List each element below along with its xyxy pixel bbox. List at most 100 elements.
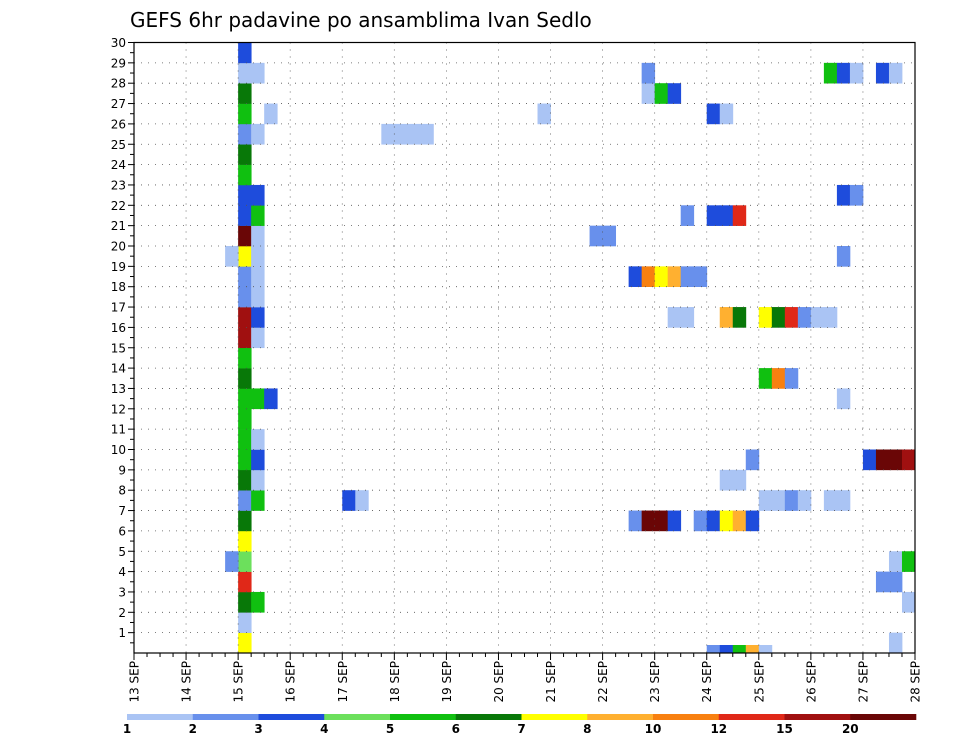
heatmap-cell bbox=[238, 286, 252, 308]
heatmap-cell bbox=[251, 388, 265, 410]
heatmap-cell bbox=[251, 205, 265, 226]
heatmap-cell bbox=[823, 490, 838, 511]
y-tick-label: 1 bbox=[118, 626, 126, 640]
y-tick-label: 22 bbox=[111, 199, 126, 213]
heatmap-cell bbox=[238, 632, 252, 654]
heatmap-cell bbox=[537, 103, 551, 125]
heatmap-cell bbox=[654, 83, 669, 104]
heatmap-cell bbox=[901, 591, 916, 613]
x-tick-label: 16 SEP bbox=[284, 661, 298, 703]
heatmap-cell bbox=[719, 205, 734, 226]
y-tick-label: 12 bbox=[111, 402, 126, 416]
heatmap-cell bbox=[849, 62, 864, 84]
heatmap-cell bbox=[667, 510, 682, 532]
y-tick-label: 10 bbox=[111, 443, 126, 457]
legend-label: 10 bbox=[645, 722, 662, 736]
heatmap-cell bbox=[238, 469, 252, 491]
heatmap-cell bbox=[251, 62, 265, 84]
heatmap-cell bbox=[394, 123, 408, 145]
heatmap-cell bbox=[875, 449, 890, 471]
heatmap-cell bbox=[251, 429, 265, 450]
x-tick-label: 24 SEP bbox=[700, 661, 714, 703]
heatmap-cell bbox=[875, 62, 890, 84]
heatmap-cell bbox=[732, 510, 747, 532]
heatmap-cell bbox=[238, 551, 252, 572]
legend-label: 12 bbox=[710, 722, 727, 736]
x-tick-label: 13 SEP bbox=[128, 661, 142, 703]
y-tick-label: 15 bbox=[111, 341, 126, 355]
y-tick-label: 5 bbox=[118, 545, 126, 559]
heatmap-cell bbox=[628, 266, 643, 287]
heatmap-cell bbox=[797, 307, 812, 328]
y-tick-label: 4 bbox=[118, 565, 126, 579]
x-tick-label: 27 SEP bbox=[856, 661, 870, 703]
y-tick-label: 13 bbox=[111, 382, 126, 396]
heatmap-cell bbox=[589, 225, 603, 247]
legend-label: 5 bbox=[386, 722, 394, 736]
y-tick-label: 9 bbox=[118, 463, 126, 477]
heatmap-cell bbox=[238, 123, 252, 145]
heatmap-cell bbox=[251, 469, 265, 491]
heatmap-cell bbox=[238, 246, 252, 267]
heatmap-cell bbox=[238, 490, 252, 511]
heatmap-cell bbox=[251, 286, 265, 308]
heatmap-cell bbox=[225, 551, 239, 572]
heatmap-cell bbox=[823, 62, 838, 84]
heatmap-cell bbox=[238, 205, 252, 226]
heatmap-cell bbox=[680, 307, 695, 328]
y-tick-label: 6 bbox=[118, 524, 126, 538]
y-tick-label: 28 bbox=[111, 77, 126, 91]
y-tick-label: 23 bbox=[111, 178, 126, 192]
y-tick-label: 14 bbox=[111, 362, 126, 376]
heatmap-cell bbox=[758, 368, 773, 389]
heatmap-cell bbox=[888, 449, 903, 471]
heatmap-cell bbox=[641, 83, 656, 104]
heatmap-cell bbox=[719, 510, 734, 532]
heatmap-cell bbox=[836, 184, 851, 206]
heatmap-cell bbox=[823, 307, 838, 328]
heatmap-cell bbox=[264, 388, 278, 410]
heatmap-cell bbox=[771, 368, 786, 389]
heatmap-cell bbox=[719, 469, 734, 491]
heatmap-cell bbox=[758, 645, 773, 654]
heatmap-cell bbox=[797, 490, 812, 511]
chart-title: GEFS 6hr padavine po ansamblima Ivan Sed… bbox=[130, 8, 592, 32]
heatmap-cell bbox=[771, 307, 786, 328]
legend-swatch bbox=[653, 714, 720, 720]
heatmap-cell bbox=[667, 266, 682, 287]
legend-label: 15 bbox=[776, 722, 793, 736]
heatmap-cell bbox=[667, 83, 682, 104]
heatmap-cell bbox=[888, 571, 903, 593]
heatmap-cell bbox=[251, 184, 265, 206]
heatmap-cell bbox=[238, 103, 252, 125]
legend-swatch bbox=[192, 714, 259, 720]
heatmap-cell bbox=[654, 266, 669, 287]
heatmap-cell bbox=[641, 510, 656, 532]
x-tick-label: 15 SEP bbox=[232, 661, 246, 703]
heatmap-cell bbox=[238, 307, 252, 328]
x-tick-label: 28 SEP bbox=[909, 661, 923, 703]
heatmap-cell bbox=[355, 490, 369, 511]
heatmap-cell bbox=[407, 123, 421, 145]
heatmap-cell bbox=[758, 490, 773, 511]
heatmap-cell bbox=[745, 510, 760, 532]
heatmap-cell bbox=[238, 612, 252, 633]
heatmap-cell bbox=[641, 266, 656, 287]
heatmap-cell bbox=[238, 42, 252, 64]
legend-label: 6 bbox=[452, 722, 460, 736]
heatmap-cell bbox=[732, 307, 747, 328]
heatmap-cell bbox=[602, 225, 617, 247]
y-tick-label: 17 bbox=[111, 301, 126, 315]
heatmap-cell bbox=[732, 645, 747, 654]
heatmap-cell bbox=[238, 449, 252, 471]
heatmap-cell bbox=[238, 510, 252, 532]
heatmap-cell bbox=[836, 490, 851, 511]
y-tick-label: 25 bbox=[111, 138, 126, 152]
legend-label: 3 bbox=[254, 722, 262, 736]
x-tick-label: 17 SEP bbox=[336, 661, 350, 703]
y-tick-label: 24 bbox=[111, 158, 126, 172]
legend-swatch bbox=[127, 714, 194, 720]
heatmap-cell bbox=[238, 591, 252, 613]
heatmap-cell bbox=[680, 205, 695, 226]
